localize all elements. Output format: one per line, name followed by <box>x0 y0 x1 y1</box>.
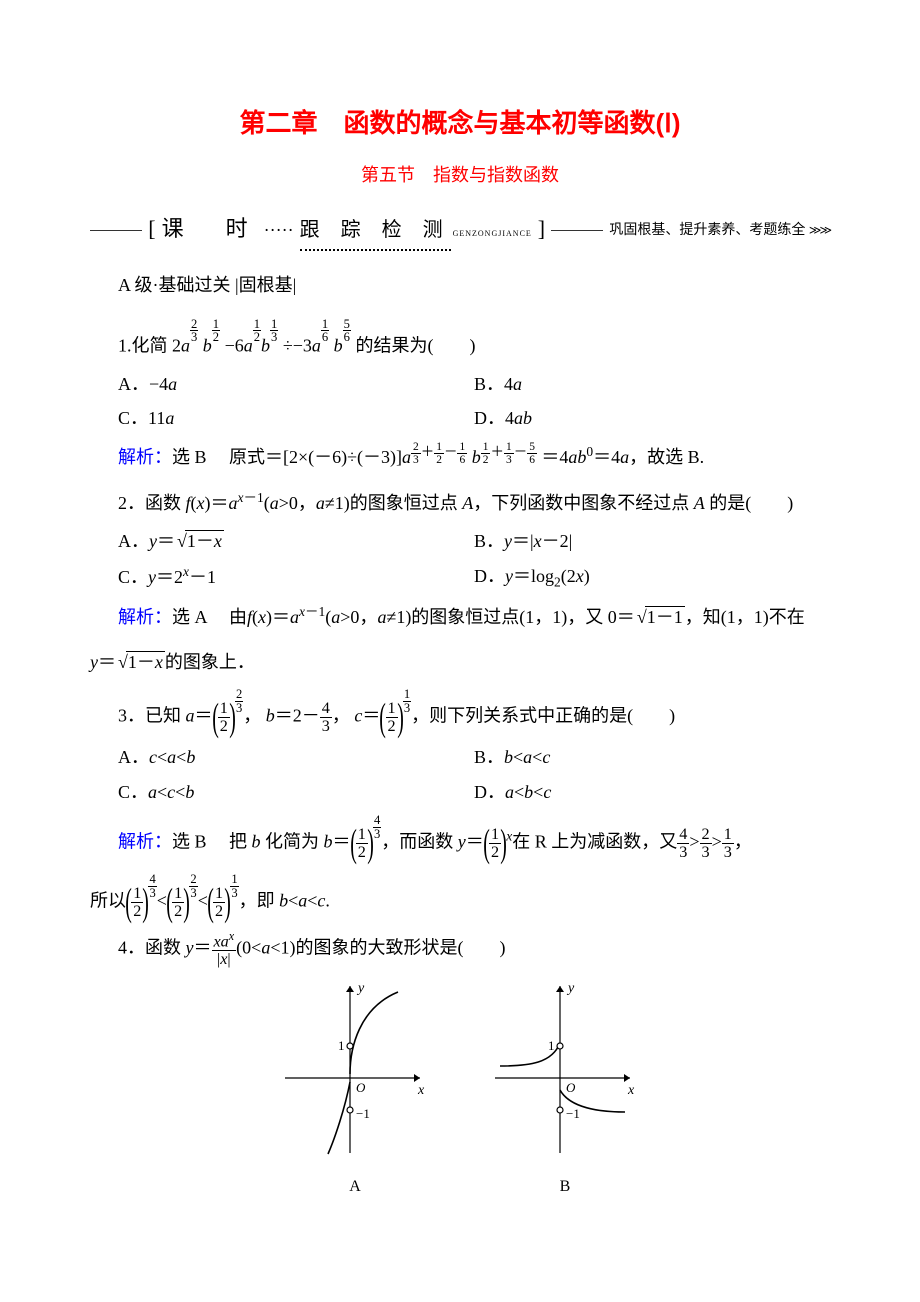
q2-answer-line2: y＝1－x的图象上． <box>90 646 830 678</box>
question-1: 1.化简 2a23 b12 −6a12b13 ÷−3a16 b56 的结果为( … <box>118 318 830 362</box>
svg-text:−1: −1 <box>356 1106 370 1121</box>
q2-opt-D: D．y＝log2(2x) <box>474 560 830 595</box>
answer-label: 解析： <box>118 607 172 627</box>
svg-text:1: 1 <box>338 1038 345 1053</box>
banner-keshi: 课 时 <box>162 209 258 249</box>
arrows-icon: ≫≫ <box>809 223 830 237</box>
question-4: 4．函数 y＝xax|x|(0<a<1)的图象的大致形状是( ) <box>118 930 830 968</box>
svg-text:x: x <box>417 1083 425 1098</box>
svg-text:O: O <box>566 1080 576 1095</box>
chapter-title: 第二章 函数的概念与基本初等函数(Ⅰ) <box>90 100 830 147</box>
chart-A-label: A <box>280 1173 430 1202</box>
q3-opt-B: B．b<a<c <box>474 741 830 773</box>
q1-answer: 解析：选 B 原式＝[2×(－6)÷(－3)]a23＋12－16 b12＋13－… <box>118 440 830 473</box>
chart-A: y x O 1 −1 A <box>280 978 430 1201</box>
banner-right: 巩固根基、提升素养、考题练全 <box>609 223 805 238</box>
svg-text:O: O <box>356 1080 366 1095</box>
svg-text:−1: −1 <box>566 1106 580 1121</box>
level-heading: A 级·基础过关 |固根基| <box>118 269 830 301</box>
answer-label: 解析： <box>118 447 172 467</box>
q2-opt-C: C．y＝2x－1 <box>118 560 474 595</box>
chart-B-label: B <box>490 1173 640 1202</box>
q1-opt-A: A．−4a <box>118 368 474 400</box>
q1-options: A．−4a B．4a C．11a D．4ab <box>118 368 830 435</box>
chart-B: y x O 1 −1 B <box>490 978 640 1201</box>
q2-options: A．y＝1－x B．y＝|x－2| C．y＝2x－1 D．y＝log2(2x) <box>118 525 830 594</box>
q1-opt-C: C．11a <box>118 402 474 434</box>
q3-options: A．c<a<b B．b<a<c C．a<c<b D．a<b<c <box>118 741 830 808</box>
question-3: 3．已知 a＝(12)23， b＝2－43， c＝(12)13，则下列关系式中正… <box>118 688 830 735</box>
q3-opt-D: D．a<b<c <box>474 776 830 808</box>
q3-answer-line2: 所以(12)43<(12)23<(12)13，即 b<a<c. <box>90 873 830 920</box>
q4-charts: y x O 1 −1 A y x O 1 −1 B <box>90 978 830 1201</box>
svg-text:x: x <box>627 1083 635 1098</box>
question-2: 2．函数 f(x)＝ax－1(a>0，a≠1)的图象恒过点 A，下列函数中图象不… <box>118 486 830 519</box>
svg-text:y: y <box>356 981 365 996</box>
section-title: 第五节 指数与指数函数 <box>90 159 830 191</box>
q2-opt-B: B．y＝|x－2| <box>474 525 830 557</box>
lesson-banner: [ 课 时 ····· 跟 踪 检 测 GENZONGJIANCE ] 巩固根基… <box>90 209 830 251</box>
q3-answer: 解析：选 B 把 b 化简为 b＝(12)43，而函数 y＝(12)x在 R 上… <box>118 814 830 861</box>
svg-text:y: y <box>566 981 575 996</box>
q1-opt-D: D．4ab <box>474 402 830 434</box>
chart-A-svg: y x O 1 −1 <box>280 978 430 1158</box>
q1-opt-B: B．4a <box>474 368 830 400</box>
answer-label: 解析： <box>118 832 172 852</box>
svg-text:1: 1 <box>548 1038 555 1053</box>
banner-track: 跟 踪 检 测 <box>300 212 451 251</box>
q3-opt-C: C．a<c<b <box>118 776 474 808</box>
chart-B-svg: y x O 1 −1 <box>490 978 640 1158</box>
q3-opt-A: A．c<a<b <box>118 741 474 773</box>
banner-pinyin: GENZONGJIANCE <box>453 227 532 241</box>
q2-opt-A: A．y＝1－x <box>118 525 474 557</box>
q2-answer: 解析：选 A 由f(x)＝ax－1(a>0，a≠1)的图象恒过点(1，1)，又 … <box>118 600 830 633</box>
